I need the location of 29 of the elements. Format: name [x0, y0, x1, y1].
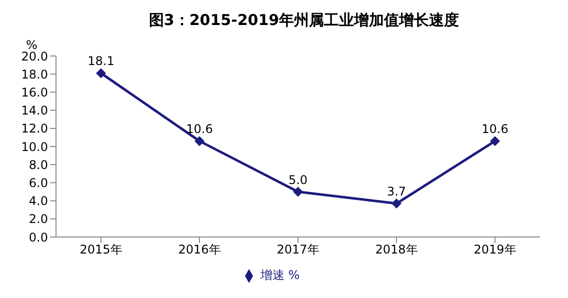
data-label: 10.6: [482, 122, 508, 136]
data-label: 10.6: [186, 122, 213, 136]
point: [490, 136, 500, 146]
y-tick-label: 4.0: [28, 194, 48, 208]
y-tick-label: 2.0: [28, 212, 48, 226]
y-tick-label: 16.0: [21, 85, 48, 100]
data-label: 3.7: [386, 184, 406, 199]
x-tick-label: 2018年: [375, 242, 418, 257]
x-tick-label: 2017年: [276, 242, 320, 257]
y-tick-label: 14.0: [21, 104, 48, 118]
y-tick-label: 8.0: [28, 158, 48, 172]
y-tick-label: 12.0: [21, 122, 48, 136]
legend-label: 增速 %: [260, 268, 300, 282]
y-axis-title: %: [26, 38, 38, 52]
x-tick-label: 2015年: [80, 242, 122, 257]
y-tick-label: 6.0: [28, 176, 48, 190]
data-label: 18.1: [88, 54, 114, 68]
point: [392, 198, 402, 209]
point: [293, 186, 303, 197]
x-tick-label: 2019年: [474, 242, 516, 257]
y-tick-label: 20.0: [21, 49, 48, 64]
data-label: 5.0: [288, 172, 308, 187]
y-tick-label: 10.0: [21, 140, 48, 154]
x-tick-label: 2016年: [178, 242, 221, 257]
chart-title: 图3：2015-2019年州属工业增加值增长速度: [148, 10, 460, 31]
point: [194, 136, 204, 146]
point: [96, 68, 106, 78]
y-tick-label: 18.0: [21, 67, 48, 82]
y-tick-label: 0.0: [28, 230, 48, 244]
